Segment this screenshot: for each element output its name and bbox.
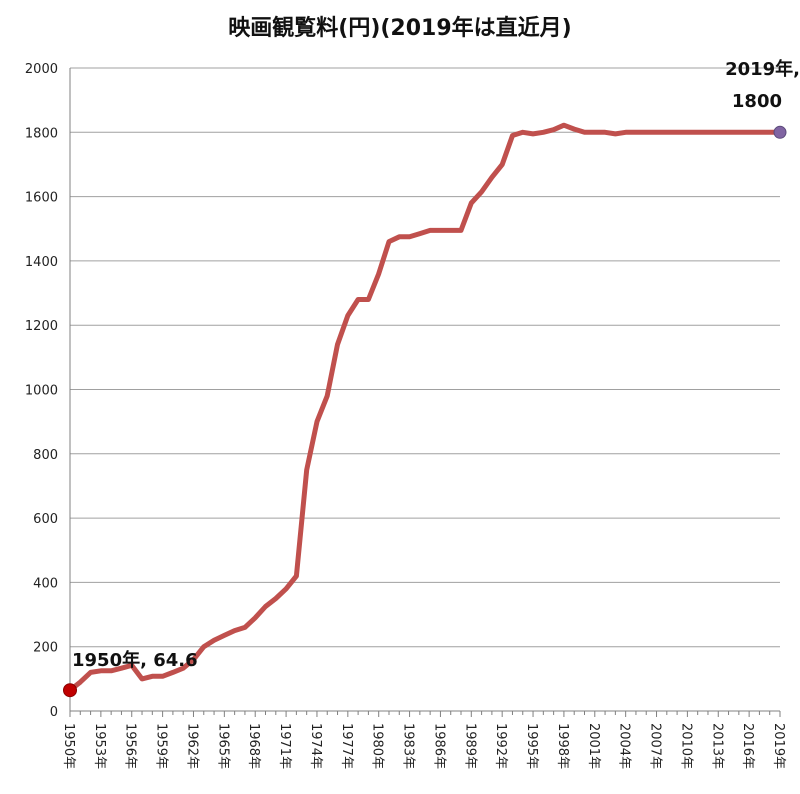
start-point-label: 1950年, 64.6 bbox=[72, 649, 198, 671]
x-tick-label: 1989年 bbox=[462, 723, 477, 769]
x-tick-label: 2010年 bbox=[678, 723, 693, 769]
x-tick-label: 1974年 bbox=[308, 723, 323, 769]
y-tick-label: 600 bbox=[33, 512, 58, 527]
y-tick-label: 200 bbox=[33, 641, 58, 656]
x-tick-label: 1968年 bbox=[246, 723, 261, 769]
y-tick-label: 1600 bbox=[25, 191, 58, 206]
x-tick-label: 1956年 bbox=[123, 723, 138, 769]
x-tick-label: 2004年 bbox=[617, 723, 632, 769]
x-tick-label: 1992年 bbox=[493, 723, 508, 769]
start-point-marker bbox=[63, 683, 77, 698]
x-tick-label: 2007年 bbox=[648, 723, 663, 769]
x-tick-label: 1962年 bbox=[184, 723, 199, 769]
y-tick-label: 1200 bbox=[25, 319, 58, 334]
end-point-label-line1: 2019年, bbox=[725, 58, 800, 80]
x-tick-label: 2001年 bbox=[586, 723, 601, 769]
y-tick-label: 1000 bbox=[25, 384, 58, 399]
x-tick-label: 2013年 bbox=[709, 723, 724, 769]
y-tick-label: 400 bbox=[33, 576, 58, 591]
x-tick-label: 1986年 bbox=[431, 723, 446, 769]
y-tick-label: 1800 bbox=[25, 126, 58, 141]
x-tick-label: 1959年 bbox=[154, 723, 169, 769]
x-tick-label: 1977年 bbox=[339, 723, 354, 769]
x-tick-label: 2019年 bbox=[771, 723, 786, 769]
x-tick-label: 1965年 bbox=[215, 723, 230, 769]
chart-title: 映画観覧料(円)(2019年は直近月) bbox=[228, 16, 572, 41]
x-tick-label: 1980年 bbox=[370, 723, 385, 769]
y-tick-label: 0 bbox=[50, 705, 58, 720]
x-tick-label: 2016年 bbox=[740, 723, 755, 769]
data-line bbox=[67, 122, 783, 693]
x-tick-label: 1998年 bbox=[555, 723, 570, 769]
y-tick-label: 2000 bbox=[25, 62, 58, 77]
x-tick-label: 1983年 bbox=[401, 723, 416, 769]
x-tick-label: 1950年 bbox=[61, 723, 76, 769]
end-point-marker bbox=[773, 125, 787, 139]
y-tick-label: 800 bbox=[33, 448, 58, 463]
x-tick-label: 1953年 bbox=[92, 723, 107, 769]
end-point-label-line2: 1800 bbox=[732, 91, 782, 112]
y-tick-label: 1400 bbox=[25, 255, 58, 270]
x-tick-label: 1995年 bbox=[524, 723, 539, 769]
x-tick-label: 1971年 bbox=[277, 723, 292, 769]
